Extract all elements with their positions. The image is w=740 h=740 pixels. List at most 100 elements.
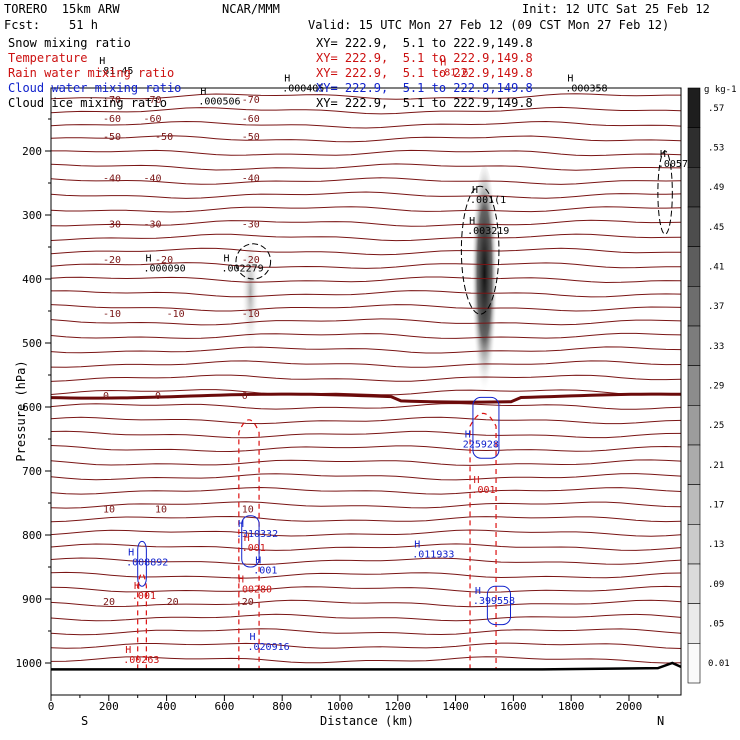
high-marker: H bbox=[250, 632, 256, 643]
max-value-label: -81.6 bbox=[438, 67, 468, 78]
isotherm-label: -20 bbox=[103, 255, 121, 266]
x-tick-label: 1600 bbox=[500, 700, 527, 713]
isotherm-line bbox=[50, 106, 682, 115]
colorbar-label: .05 bbox=[708, 620, 724, 630]
max-value-label: .008892 bbox=[126, 558, 168, 569]
isotherm-line bbox=[50, 360, 682, 368]
cloud-ice-contour bbox=[460, 185, 500, 315]
isotherm-label: -30 bbox=[143, 220, 161, 231]
colorbar-swatch bbox=[687, 206, 701, 247]
max-value-label: .001(1 bbox=[470, 195, 506, 206]
colorbar-label: .17 bbox=[708, 501, 724, 511]
max-value-label: .000358 bbox=[565, 83, 607, 94]
isotherm-line bbox=[50, 402, 682, 410]
isotherm-line bbox=[50, 304, 682, 312]
x-tick-label: 0 bbox=[48, 700, 55, 713]
colorbar-swatch bbox=[687, 444, 701, 485]
y-tick-label: 600 bbox=[22, 401, 42, 414]
max-value-label: .003219 bbox=[467, 226, 509, 237]
model-title: TORERO 15km ARW bbox=[4, 2, 120, 16]
isotherm-line bbox=[50, 290, 682, 298]
isotherm-line bbox=[50, 206, 682, 213]
colorbar-swatch bbox=[687, 603, 701, 644]
colorbar-swatch bbox=[687, 563, 701, 604]
isotherm-label: -10 bbox=[242, 309, 260, 320]
x-tick-label: 1200 bbox=[385, 700, 412, 713]
isotherm-line bbox=[50, 177, 682, 185]
colorbar-swatch bbox=[687, 524, 701, 565]
isotherm-line bbox=[50, 135, 682, 143]
terrain-line bbox=[51, 661, 682, 671]
high-marker: H bbox=[567, 73, 573, 84]
y-axis-label: Pressure (hPa) bbox=[14, 360, 28, 462]
max-value-label: .00280 bbox=[236, 585, 272, 596]
x-tick-label: 1400 bbox=[442, 700, 469, 713]
legend-cloud-ice-label: Cloud ice mixing ratio bbox=[8, 96, 167, 110]
y-tick-label: 500 bbox=[22, 337, 42, 350]
isotherm-line bbox=[50, 515, 682, 523]
colorbar-swatch bbox=[687, 167, 701, 208]
north-endpoint: N bbox=[657, 714, 665, 728]
isotherm-label: -70 bbox=[242, 95, 260, 106]
isotherm-line bbox=[50, 585, 682, 593]
colorbar-label: .21 bbox=[708, 461, 724, 471]
high-marker: H bbox=[134, 581, 140, 592]
colorbar-label: .09 bbox=[708, 580, 724, 590]
max-value-label: .020916 bbox=[248, 642, 290, 653]
high-marker: H bbox=[660, 149, 666, 160]
isotherm-label: -20 bbox=[155, 255, 173, 266]
colorbar-swatch bbox=[687, 484, 701, 525]
max-value-label: .001 bbox=[471, 485, 495, 496]
isotherm-line bbox=[50, 642, 682, 649]
isotherm-line bbox=[50, 613, 682, 622]
high-marker: H bbox=[465, 429, 471, 440]
x-tick-label: 200 bbox=[99, 700, 119, 713]
isotherm-line bbox=[50, 262, 681, 269]
legend-snow-label: Snow mixing ratio bbox=[8, 36, 131, 50]
isotherm-line bbox=[50, 543, 682, 551]
isotherm-line bbox=[50, 120, 682, 129]
high-marker: H bbox=[238, 575, 244, 586]
high-marker: H bbox=[255, 555, 261, 566]
isotherm-label: -30 bbox=[103, 220, 121, 231]
colorbar-label: .49 bbox=[708, 183, 724, 193]
legend-rain-label: Rain water mixing ratio bbox=[8, 66, 175, 80]
high-marker: H bbox=[472, 185, 478, 196]
isotherm-label: -50 bbox=[242, 132, 260, 143]
isotherm-label: -70 bbox=[143, 95, 161, 106]
isotherm-label: -60 bbox=[103, 114, 121, 125]
isotherm-line bbox=[50, 219, 682, 227]
colorbar-swatch bbox=[687, 643, 701, 684]
y-tick-label: 200 bbox=[22, 145, 42, 158]
isotherm-line bbox=[50, 430, 682, 439]
max-value-label: .002279 bbox=[222, 263, 264, 274]
isotherm-label: -60 bbox=[242, 114, 260, 125]
legend-temperature-xy: XY= 222.9, 5.1 to 222.9,149.8 bbox=[316, 51, 533, 65]
colorbar-label: .53 bbox=[708, 144, 724, 154]
x-tick-label: 1000 bbox=[327, 700, 354, 713]
isotherm-line bbox=[50, 486, 682, 495]
high-marker: H bbox=[238, 519, 244, 530]
max-value-label: .399558 bbox=[473, 596, 515, 607]
legend-cloud-ice-xy: XY= 222.9, 5.1 to 222.9,149.8 bbox=[316, 96, 533, 110]
isotherm-line bbox=[50, 332, 682, 339]
isotherm-label: -50 bbox=[155, 132, 173, 143]
isotherm-label: 0 bbox=[242, 391, 248, 402]
colorbar-label: .57 bbox=[708, 104, 724, 114]
max-value-label: .000506 bbox=[198, 96, 240, 107]
high-marker: H bbox=[200, 86, 206, 97]
y-tick-label: 700 bbox=[22, 465, 42, 478]
max-value-label: .001 bbox=[242, 543, 266, 554]
snow-shading-north bbox=[471, 165, 498, 406]
rain-contour bbox=[469, 412, 497, 670]
isotherm-line bbox=[50, 191, 682, 199]
colorbar-label: .41 bbox=[708, 263, 724, 273]
isotherm-line bbox=[50, 459, 682, 466]
legend-cloud-water-xy: XY= 222.9, 5.1 to 222.9,149.8 bbox=[316, 81, 533, 95]
isotherm-label: -60 bbox=[143, 114, 161, 125]
colorbar-swatch bbox=[687, 365, 701, 406]
colorbar-swatch bbox=[687, 127, 701, 168]
high-marker: H bbox=[284, 73, 290, 84]
x-tick-label: 2000 bbox=[616, 700, 643, 713]
